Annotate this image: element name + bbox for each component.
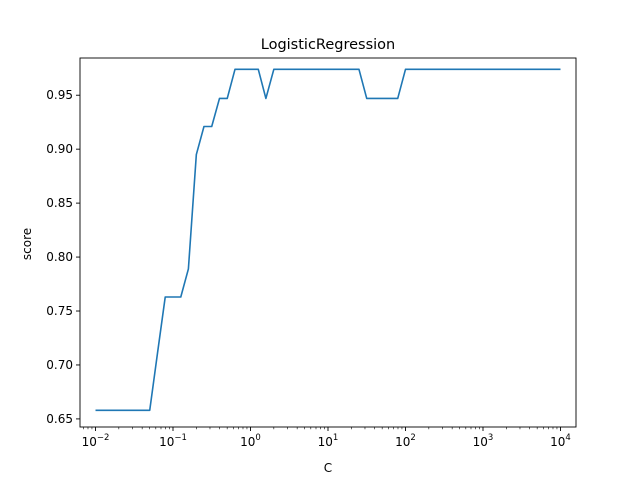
y-tick-label-2: 0.75 bbox=[46, 304, 73, 318]
chart-title: LogisticRegression bbox=[261, 37, 395, 53]
y-tick-label-1: 0.70 bbox=[46, 358, 73, 372]
x-tick-label-1: 10−1 bbox=[159, 433, 187, 449]
x-tick-label-0: 10−2 bbox=[82, 433, 110, 449]
series-line-0 bbox=[95, 68, 561, 412]
x-tick-label-3: 101 bbox=[318, 433, 339, 449]
x-tick-label-2: 100 bbox=[240, 433, 261, 449]
x-tick-label-5: 103 bbox=[473, 433, 494, 449]
y-tick-label-5: 0.90 bbox=[46, 142, 73, 156]
y-tick-label-6: 0.95 bbox=[46, 88, 73, 102]
x-axis-label: C bbox=[324, 461, 332, 475]
x-tick-label-6: 104 bbox=[550, 433, 571, 449]
y-axis-label: score bbox=[20, 228, 34, 260]
y-tick-label-3: 0.80 bbox=[46, 250, 73, 264]
x-tick-label-4: 102 bbox=[395, 433, 416, 449]
plot-area: 0.65 0.70 0.75 0.80 0.85 0.90 0.95 10−2 10−1 100 1… bbox=[46, 57, 577, 449]
y-tick-label-4: 0.85 bbox=[46, 196, 73, 210]
y-tick-label-0: 0.65 bbox=[46, 412, 73, 426]
